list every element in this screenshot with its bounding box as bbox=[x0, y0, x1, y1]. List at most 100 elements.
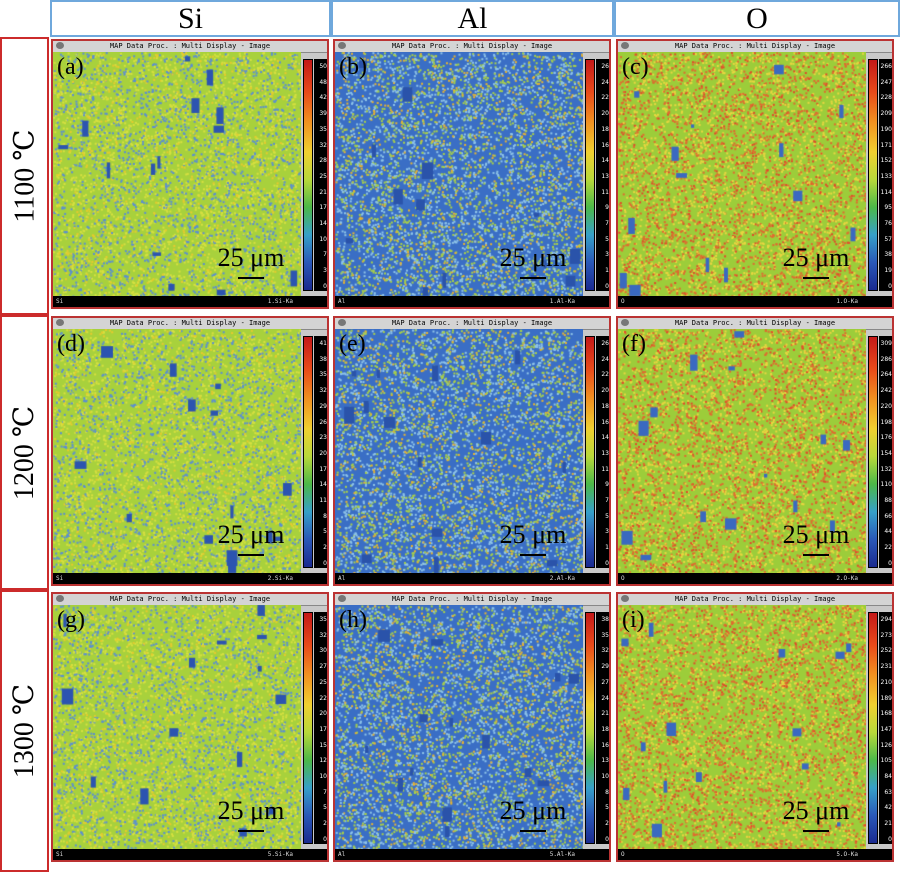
scale-tick-label: 25 bbox=[319, 678, 327, 686]
app-icon bbox=[56, 319, 64, 326]
scale-tick-label: 7 bbox=[323, 788, 327, 796]
scale-tick-label: 21 bbox=[884, 820, 892, 828]
scale-bar: 25 μm bbox=[208, 520, 294, 560]
scale-tick-label: 29 bbox=[601, 663, 609, 671]
scale-tick-label: 11 bbox=[601, 465, 609, 473]
scale-tick-label: 10 bbox=[319, 235, 327, 243]
scale-tick-label: 25 bbox=[319, 172, 327, 180]
scale-tick-label: 0 bbox=[323, 559, 327, 567]
footer-channel: 5.Al-Ka bbox=[549, 851, 575, 858]
panel-label: (g) bbox=[57, 607, 85, 633]
column-header-label: O bbox=[746, 1, 768, 35]
app-icon bbox=[621, 319, 629, 326]
scale-tick-label: 220 bbox=[880, 402, 892, 410]
scale-tick-label: 168 bbox=[880, 710, 892, 718]
panel-label: (i) bbox=[622, 607, 645, 633]
scale-tick-label: 32 bbox=[319, 631, 327, 639]
scale-tick-label: 32 bbox=[319, 141, 327, 149]
scale-tick-label: 231 bbox=[880, 663, 892, 671]
color-scale-bar bbox=[868, 336, 878, 568]
scale-tick-label: 21 bbox=[319, 188, 327, 196]
scale-tick-label: 20 bbox=[319, 449, 327, 457]
row-header-1100: 1100 ℃ bbox=[0, 37, 49, 315]
footer-channel: 2.O-Ka bbox=[836, 575, 858, 582]
footer-channel: 1.Si-Ka bbox=[267, 298, 293, 305]
scale-tick-label: 242 bbox=[880, 387, 892, 395]
scale-tick-label: 0 bbox=[888, 282, 892, 290]
scale-tick-label: 10 bbox=[601, 773, 609, 780]
scale-tick-label: 1 bbox=[605, 267, 609, 275]
scale-tick-label: 29 bbox=[319, 402, 327, 410]
app-icon bbox=[56, 595, 64, 602]
scale-tick-label: 48 bbox=[319, 78, 327, 86]
scale-tick-label: 63 bbox=[884, 788, 892, 796]
footer-channel: 2.Si-Ka bbox=[267, 575, 293, 582]
scale-tick-label: 18 bbox=[601, 725, 609, 733]
color-scale-bar bbox=[868, 612, 878, 844]
scale-tick-label: 88 bbox=[884, 497, 892, 504]
scale-tick-label: 76 bbox=[884, 220, 892, 227]
app-icon bbox=[56, 42, 64, 49]
footer-channel: 1.Al-Ka bbox=[549, 298, 575, 305]
color-scale-ticks: 41 38 35 32 29 26 23 20 17 14 11 8 5 2 0 bbox=[314, 336, 327, 568]
scale-tick-label: 5 bbox=[605, 235, 609, 243]
scale-tick-label: 247 bbox=[880, 78, 892, 86]
panel-label: (e) bbox=[339, 331, 366, 357]
scale-bar: 25 μm bbox=[773, 796, 859, 836]
scale-tick-label: 0 bbox=[605, 282, 609, 290]
scale-tick-label: 24 bbox=[601, 694, 609, 702]
scale-bar-label: 25 μm bbox=[782, 796, 850, 825]
scale-tick-label: 42 bbox=[319, 94, 327, 102]
scale-bar-line bbox=[520, 277, 546, 279]
window-title: MAP Data Proc. : Multi Display - Image bbox=[391, 595, 553, 603]
scale-tick-label: 10 bbox=[319, 773, 327, 780]
scale-tick-label: 8 bbox=[605, 788, 609, 796]
scale-tick-label: 7 bbox=[323, 251, 327, 259]
scale-tick-label: 14 bbox=[601, 157, 609, 165]
scale-tick-label: 19 bbox=[884, 267, 892, 275]
footer-element: Al bbox=[338, 298, 346, 305]
scale-tick-label: 16 bbox=[601, 141, 609, 149]
scale-tick-label: 209 bbox=[880, 110, 892, 118]
scale-tick-label: 3 bbox=[323, 267, 327, 275]
panel-label: (h) bbox=[339, 607, 367, 633]
row-header-1200: 1200 ℃ bbox=[0, 315, 49, 590]
scale-bar-label: 25 μm bbox=[217, 796, 285, 825]
color-scale-bar bbox=[303, 336, 313, 568]
scale-bar-line bbox=[803, 277, 829, 279]
scale-tick-label: 273 bbox=[880, 631, 892, 639]
color-scale-bar bbox=[868, 59, 878, 291]
scale-tick-label: 133 bbox=[880, 172, 892, 180]
scale-tick-label: 126 bbox=[880, 741, 892, 749]
footer-element: Si bbox=[56, 575, 64, 582]
scale-tick-label: 18 bbox=[601, 402, 609, 410]
app-icon bbox=[621, 42, 629, 49]
window-title: MAP Data Proc. : Multi Display - Image bbox=[674, 595, 836, 603]
scale-tick-label: 114 bbox=[880, 188, 892, 196]
scale-tick-label: 22 bbox=[319, 694, 327, 702]
scale-tick-label: 50 bbox=[319, 63, 327, 70]
scale-tick-label: 5 bbox=[605, 804, 609, 812]
color-scale-bar bbox=[585, 612, 595, 844]
scale-tick-label: 20 bbox=[319, 710, 327, 718]
panel-label: (d) bbox=[57, 331, 85, 357]
scale-tick-label: 24 bbox=[601, 355, 609, 363]
element-map-image bbox=[618, 52, 866, 299]
scale-bar-label: 25 μm bbox=[782, 243, 850, 272]
footer-element: O bbox=[621, 298, 625, 305]
scale-tick-label: 14 bbox=[319, 220, 327, 227]
map-panel: MAP Data Proc. : Multi Display - Image 41… bbox=[51, 316, 329, 586]
scale-bar: 25 μm bbox=[773, 243, 859, 283]
scale-tick-label: 15 bbox=[319, 741, 327, 749]
color-scale-bar bbox=[585, 59, 595, 291]
row-header-label: 1300 ℃ bbox=[9, 683, 41, 779]
scale-tick-label: 26 bbox=[601, 340, 609, 347]
scale-tick-label: 11 bbox=[319, 497, 327, 504]
scale-bar-line bbox=[520, 554, 546, 556]
scale-tick-label: 228 bbox=[880, 94, 892, 102]
scale-tick-label: 42 bbox=[884, 804, 892, 812]
scale-tick-label: 17 bbox=[319, 465, 327, 473]
row-header-1300: 1300 ℃ bbox=[0, 590, 49, 872]
scale-tick-label: 152 bbox=[880, 157, 892, 165]
scale-tick-label: 110 bbox=[880, 481, 892, 489]
